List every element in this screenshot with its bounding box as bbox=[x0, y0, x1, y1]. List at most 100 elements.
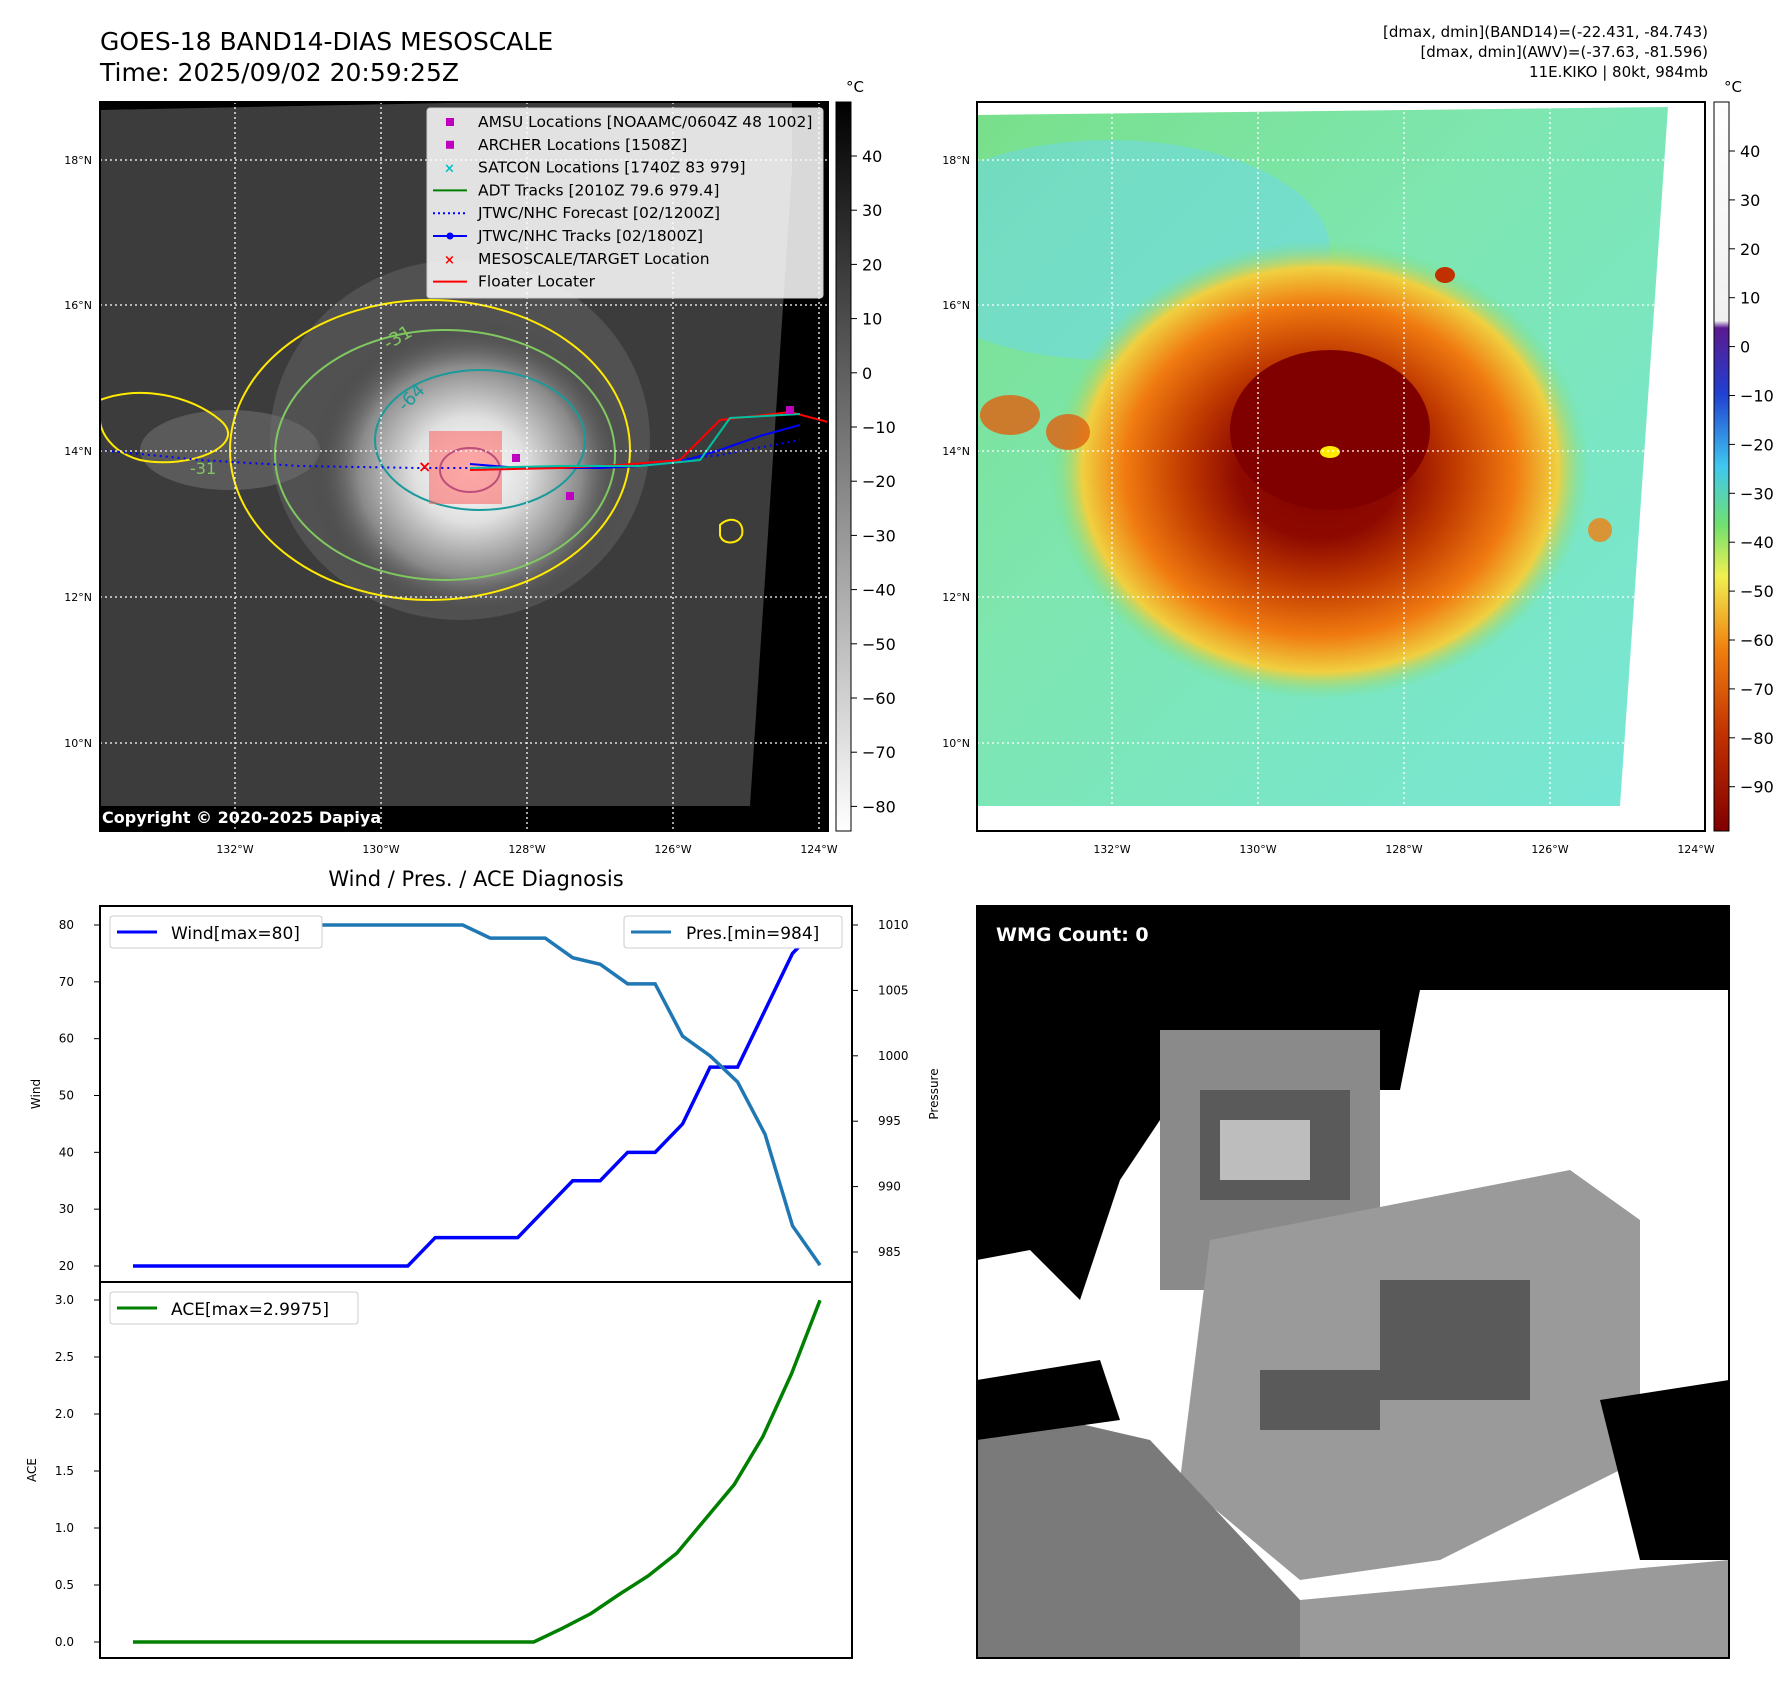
ace-ytick-label: 1.5 bbox=[55, 1464, 74, 1478]
ace-legend: ACE[max=2.9975] bbox=[109, 1291, 359, 1325]
ir-lat-label: 14°N bbox=[64, 445, 92, 458]
colorbar-ir-tick-label: 40 bbox=[862, 147, 882, 166]
ace-legend-label: ACE[max=2.9975] bbox=[171, 1300, 329, 1320]
colorbar-awv-tick-label: −70 bbox=[1740, 680, 1774, 699]
colorbar-ir-tick-label: 30 bbox=[862, 201, 882, 220]
awv-gridlines bbox=[977, 102, 1705, 831]
legend-square-icon bbox=[446, 140, 454, 149]
colorbar-awv bbox=[1713, 101, 1730, 832]
wind-ytick-label: 80 bbox=[59, 918, 74, 932]
ir-lat-label: 10°N bbox=[64, 737, 92, 750]
colorbar-ir-tick-label: 0 bbox=[862, 364, 872, 383]
info-line-1: [dmax, dmin](BAND14)=(-22.431, -84.743) bbox=[1383, 23, 1708, 41]
legend-square-icon bbox=[446, 118, 454, 126]
colorbar-awv-unit: °C bbox=[1724, 78, 1742, 96]
contour-green bbox=[274, 329, 616, 581]
legend-item: JTWC/NHC Forecast [02/1200Z] bbox=[433, 204, 720, 222]
legend-x-icon: × bbox=[444, 253, 455, 268]
wind-pres-frame bbox=[99, 905, 853, 1283]
ir-lon-label: 128°W bbox=[508, 843, 545, 856]
colorbar-awv-tick-label: −10 bbox=[1740, 387, 1774, 406]
legend-label: ADT Tracks [2010Z 79.6 979.4] bbox=[478, 181, 719, 199]
colorbar-awv-tick-label: 10 bbox=[1740, 289, 1760, 308]
colorbar-awv-tick-label: 0 bbox=[1740, 338, 1750, 357]
pres-legend: Pres.[min=984] bbox=[623, 915, 843, 949]
ir-lat-label: 18°N bbox=[64, 154, 92, 167]
colorbar-ir-tick-label: −80 bbox=[862, 797, 896, 816]
adt-track bbox=[469, 413, 801, 469]
colorbar-ir bbox=[835, 101, 852, 832]
legend-label: ARCHER Locations [1508Z] bbox=[478, 136, 687, 154]
ace-series-line bbox=[133, 1299, 822, 1644]
ace-ytick-label: 3.0 bbox=[55, 1293, 74, 1307]
info-line-3: 11E.KIKO | 80kt, 984mb bbox=[1529, 63, 1708, 81]
awv-map-panel bbox=[976, 101, 1706, 832]
colorbar-ir-tick-label: −70 bbox=[862, 743, 896, 762]
colorbar-awv-tick-label: −40 bbox=[1740, 533, 1774, 552]
pres-ytick-label: 1005 bbox=[878, 983, 909, 997]
diagnosis-title: Wind / Pres. / ACE Diagnosis bbox=[328, 867, 623, 891]
awv-lat-label: 12°N bbox=[942, 591, 970, 604]
amsu-marker-2 bbox=[786, 406, 794, 414]
ace-chart: 3.0 2.5 2.0 1.5 1.0 0.5 0.0 bbox=[55, 1281, 853, 1659]
ir-lon-label: 130°W bbox=[362, 843, 399, 856]
legend-item: × SATCON Locations [1740Z 83 979] bbox=[444, 159, 746, 177]
legend-box bbox=[426, 107, 824, 299]
ir-lat-label: 12°N bbox=[64, 591, 92, 604]
legend-label: SATCON Locations [1740Z 83 979] bbox=[478, 159, 746, 177]
wind-axis-label: Wind bbox=[29, 1079, 43, 1109]
ir-lat-label: 16°N bbox=[64, 299, 92, 312]
contour-yellow bbox=[229, 299, 631, 601]
colorbar-ir-tick-label: −40 bbox=[862, 581, 896, 600]
legend-label: MESOSCALE/TARGET Location bbox=[478, 250, 710, 268]
colorbar-ir-tick-label: −60 bbox=[862, 689, 896, 708]
title-line-1: GOES-18 BAND14-DIAS MESOSCALE bbox=[100, 27, 554, 56]
colorbar-ir-tick-label: −50 bbox=[862, 635, 896, 654]
legend-label: Floater Locater bbox=[478, 273, 596, 291]
colorbar-awv-tick-label: −90 bbox=[1740, 778, 1774, 797]
legend-item: ARCHER Locations [1508Z] bbox=[446, 136, 687, 154]
legend-item: AMSU Locations [NOAAMC/0604Z 48 1002] bbox=[446, 113, 812, 131]
info-line-2: [dmax, dmin](AWV)=(-37.63, -81.596) bbox=[1420, 43, 1708, 61]
awv-lat-label: 16°N bbox=[942, 299, 970, 312]
colorbar-ir-tick-label: −10 bbox=[862, 418, 896, 437]
ace-ytick-label: 1.0 bbox=[55, 1521, 74, 1535]
wind-ytick-label: 60 bbox=[59, 1032, 74, 1046]
wind-legend: Wind[max=80] bbox=[109, 915, 323, 949]
colorbar-awv-tick-label: −80 bbox=[1740, 729, 1774, 748]
colorbar-awv-tick-label: 30 bbox=[1740, 191, 1760, 210]
legend-label: AMSU Locations [NOAAMC/0604Z 48 1002] bbox=[478, 113, 812, 131]
ir-lon-label: 124°W bbox=[800, 843, 837, 856]
awv-lon-label: 130°W bbox=[1239, 843, 1276, 856]
colorbar-awv-tick-label: 20 bbox=[1740, 240, 1760, 259]
pres-ytick-label: 1010 bbox=[878, 918, 909, 932]
colorbar-ir-unit: °C bbox=[846, 78, 864, 96]
colorbar-awv-tick-label: 40 bbox=[1740, 142, 1760, 161]
ir-lon-label: 132°W bbox=[216, 843, 253, 856]
awv-lat-label: 10°N bbox=[942, 737, 970, 750]
storm-core bbox=[1230, 350, 1430, 510]
wind-legend-label: Wind[max=80] bbox=[171, 924, 300, 944]
wmg-panel bbox=[976, 905, 1730, 1659]
title-line-2: Time: 2025/09/02 20:59:25Z bbox=[100, 58, 459, 87]
colorbar-awv-tick-label: −60 bbox=[1740, 631, 1774, 650]
colorbar-ir-tick-label: 10 bbox=[862, 310, 882, 329]
figure-title: GOES-18 BAND14-DIAS MESOSCALE Time: 2025… bbox=[100, 26, 553, 88]
storm-info: [dmax, dmin](BAND14)=(-22.431, -84.743) … bbox=[1383, 22, 1708, 82]
wind-ytick-label: 70 bbox=[59, 975, 74, 989]
legend-x-icon: × bbox=[444, 162, 455, 177]
legend-dot-icon bbox=[446, 232, 454, 240]
awv-lon-label: 124°W bbox=[1677, 843, 1714, 856]
copyright-label: Copyright © 2020-2025 Dapiya bbox=[102, 808, 382, 827]
pres-ytick-label: 985 bbox=[878, 1245, 901, 1259]
legend-item: × MESOSCALE/TARGET Location bbox=[444, 250, 710, 268]
pres-axis-label: Pressure bbox=[927, 1068, 941, 1119]
ace-frame bbox=[99, 1281, 853, 1659]
pres-legend-label: Pres.[min=984] bbox=[686, 924, 819, 944]
map-legend: AMSU Locations [NOAAMC/0604Z 48 1002] ARC… bbox=[426, 107, 824, 299]
wind-ytick-label: 40 bbox=[59, 1145, 74, 1159]
archer-marker bbox=[512, 454, 520, 462]
colorbar-ir-tick-label: −20 bbox=[862, 472, 896, 491]
wind-pres-chart: 80 70 60 50 40 30 20 1010 1005 1000 995 990 985 bbox=[59, 905, 909, 1283]
